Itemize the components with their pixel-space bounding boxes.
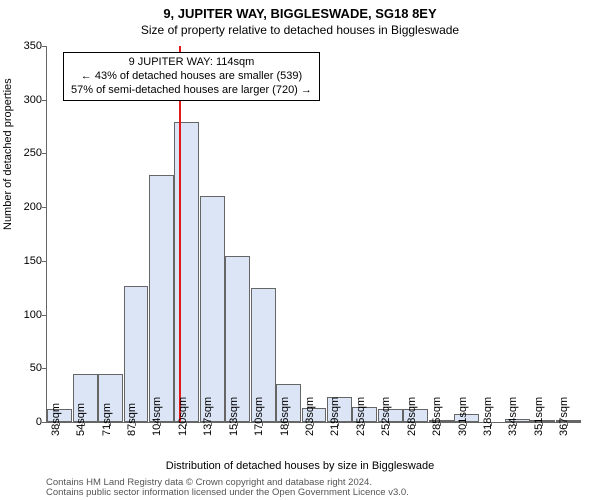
- info-box: 9 JUPITER WAY: 114sqm← 43% of detached h…: [63, 52, 320, 101]
- y-tick-mark: [42, 100, 46, 101]
- y-tick-label: 300: [6, 94, 42, 106]
- histogram-bar: [200, 196, 225, 422]
- x-axis-label: Distribution of detached houses by size …: [0, 460, 600, 472]
- page-subtitle: Size of property relative to detached ho…: [0, 21, 600, 39]
- y-tick-label: 250: [6, 147, 42, 159]
- y-tick-mark: [42, 261, 46, 262]
- y-tick-label: 0: [6, 416, 42, 428]
- info-box-line: 9 JUPITER WAY: 114sqm: [71, 56, 312, 70]
- histogram-bar: [149, 175, 174, 422]
- y-tick-mark: [42, 422, 46, 423]
- y-tick-mark: [42, 46, 46, 47]
- info-box-line: ← 43% of detached houses are smaller (53…: [71, 70, 312, 84]
- info-box-line: 57% of semi-detached houses are larger (…: [71, 84, 312, 98]
- y-tick-label: 200: [6, 201, 42, 213]
- histogram-bar: [174, 122, 199, 422]
- plot-area: 9 JUPITER WAY: 114sqm← 43% of detached h…: [46, 46, 581, 423]
- y-tick-label: 350: [6, 40, 42, 52]
- histogram-bar: [124, 286, 149, 422]
- y-tick-mark: [42, 153, 46, 154]
- footer-line-2: Contains public sector information licen…: [46, 488, 409, 498]
- y-tick-mark: [42, 207, 46, 208]
- y-tick-label: 100: [6, 309, 42, 321]
- y-tick-mark: [42, 368, 46, 369]
- marker-line: [179, 46, 181, 422]
- chart-container: 9 JUPITER WAY: 114sqm← 43% of detached h…: [46, 46, 580, 422]
- y-tick-label: 50: [6, 362, 42, 374]
- page-title: 9, JUPITER WAY, BIGGLESWADE, SG18 8EY: [0, 0, 600, 21]
- y-tick-mark: [42, 315, 46, 316]
- y-tick-label: 150: [6, 255, 42, 267]
- footer-attribution: Contains HM Land Registry data © Crown c…: [46, 478, 409, 499]
